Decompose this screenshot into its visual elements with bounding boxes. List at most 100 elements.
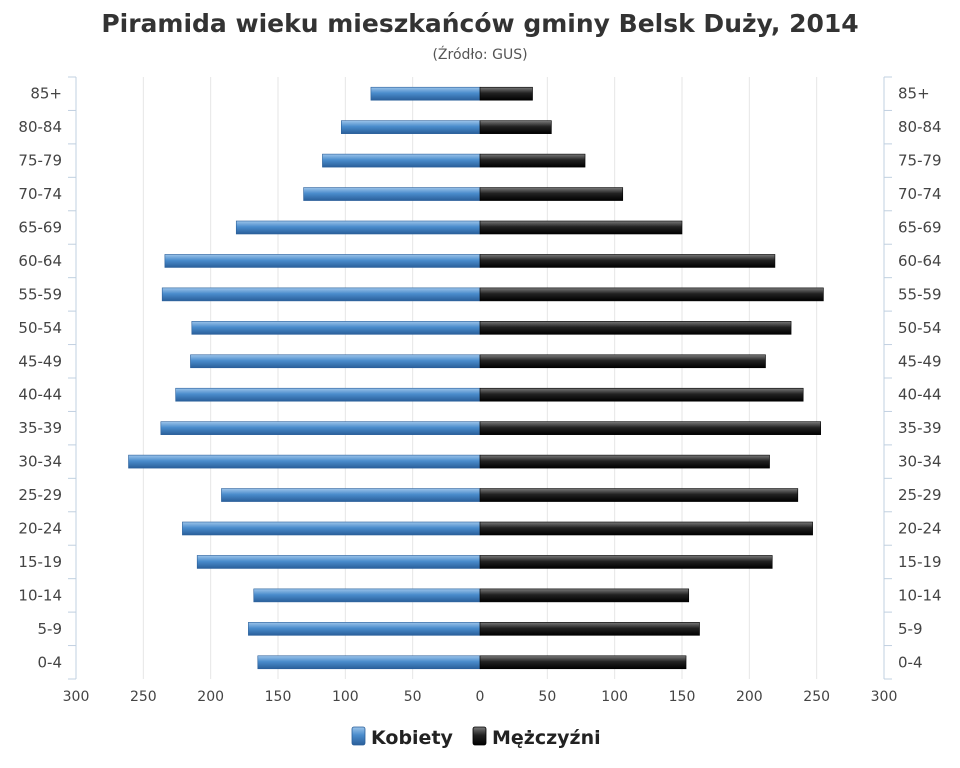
- x-tick-label: 200: [197, 689, 224, 705]
- bar-kobiety[interactable]: [128, 454, 481, 469]
- category-label-right: 45-49: [898, 352, 942, 370]
- bar-mezczyzni[interactable]: [479, 622, 700, 636]
- bar-mezczyzni[interactable]: [479, 588, 690, 603]
- bar-kobiety[interactable]: [191, 321, 481, 335]
- x-tick-label: 250: [803, 689, 830, 705]
- bar-mezczyzni[interactable]: [479, 153, 586, 168]
- bar-kobiety[interactable]: [235, 220, 481, 235]
- bar-mezczyzni[interactable]: [479, 120, 552, 134]
- bar-mezczyzni[interactable]: [479, 488, 799, 502]
- x-tick-label: 50: [538, 689, 556, 705]
- category-label-right: 65-69: [898, 219, 942, 237]
- category-label-left: 60-64: [18, 252, 62, 270]
- category-label-left: 65-69: [18, 219, 62, 237]
- x-tick-label: 100: [601, 689, 628, 705]
- x-tick-label: 100: [332, 689, 359, 705]
- bar-kobiety[interactable]: [190, 354, 481, 369]
- legend-swatch-mezczyzni: [472, 726, 487, 746]
- category-label-right: 15-19: [898, 553, 942, 571]
- bar-mezczyzni[interactable]: [479, 655, 687, 670]
- category-label-left: 75-79: [18, 152, 62, 170]
- bar-mezczyzni[interactable]: [479, 454, 770, 469]
- legend-item-kobiety[interactable]: Kobiety: [351, 726, 454, 749]
- category-label-right: 40-44: [898, 386, 942, 404]
- bar-mezczyzni[interactable]: [479, 86, 533, 101]
- bar-mezczyzni[interactable]: [479, 287, 824, 302]
- legend-item-mezczyzni[interactable]: Mężczyźni: [472, 726, 601, 749]
- category-label-right: 35-39: [898, 419, 942, 437]
- x-tick-label: 300: [871, 689, 898, 705]
- bar-mezczyzni[interactable]: [479, 421, 822, 435]
- x-tick-label: 200: [736, 689, 763, 705]
- category-label-left: 30-34: [18, 453, 62, 471]
- bar-mezczyzni[interactable]: [479, 387, 804, 402]
- bar-kobiety[interactable]: [175, 387, 481, 402]
- legend: Kobiety Mężczyźni: [351, 726, 601, 749]
- bar-mezczyzni[interactable]: [479, 220, 683, 235]
- category-label-left: 35-39: [18, 419, 62, 437]
- bar-mezczyzni[interactable]: [479, 555, 773, 569]
- category-label-right: 70-74: [898, 185, 942, 203]
- bar-kobiety[interactable]: [164, 254, 481, 268]
- legend-swatch-kobiety: [351, 726, 366, 746]
- chart-title: Piramida wieku mieszkańców gminy Belsk D…: [101, 9, 858, 38]
- category-label-left: 50-54: [18, 319, 62, 337]
- category-label-left: 70-74: [18, 185, 62, 203]
- legend-label-kobiety: Kobiety: [371, 727, 454, 749]
- bar-mezczyzni[interactable]: [479, 321, 792, 335]
- bar-kobiety[interactable]: [161, 287, 481, 302]
- bar-kobiety[interactable]: [322, 153, 481, 168]
- bar-mezczyzni[interactable]: [479, 187, 624, 201]
- bar-kobiety[interactable]: [196, 555, 481, 569]
- x-tick-label: 0: [476, 689, 485, 705]
- bar-kobiety[interactable]: [160, 421, 481, 435]
- category-label-right: 85+: [898, 85, 930, 103]
- category-label-left: 80-84: [18, 118, 62, 136]
- category-label-right: 55-59: [898, 285, 942, 303]
- category-label-right: 5-9: [898, 620, 923, 638]
- category-label-left: 15-19: [18, 553, 62, 571]
- bar-kobiety[interactable]: [248, 622, 481, 636]
- bar-mezczyzni[interactable]: [479, 521, 813, 536]
- bar-mezczyzni[interactable]: [479, 254, 776, 268]
- bar-mezczyzni[interactable]: [479, 354, 766, 369]
- category-label-right: 10-14: [898, 586, 942, 604]
- bar-kobiety[interactable]: [221, 488, 481, 502]
- x-tick-label: 300: [63, 689, 90, 705]
- bar-kobiety[interactable]: [257, 655, 481, 670]
- bar-kobiety[interactable]: [340, 120, 481, 134]
- category-label-right: 0-4: [898, 653, 923, 671]
- bars: [128, 86, 824, 670]
- category-label-left: 55-59: [18, 285, 62, 303]
- x-tick-label: 150: [669, 689, 696, 705]
- category-label-left: 25-29: [18, 486, 62, 504]
- category-label-right: 20-24: [898, 520, 942, 538]
- category-labels: 0-4 0-4 5-9 5-9 10-14 10-14 15-19 15-19 20-24 20-…: [18, 85, 941, 672]
- bar-kobiety[interactable]: [370, 86, 481, 101]
- category-label-right: 25-29: [898, 486, 942, 504]
- category-label-right: 60-64: [898, 252, 942, 270]
- category-label-left: 10-14: [18, 586, 62, 604]
- chart-subtitle: (Źródło: GUS): [432, 45, 527, 63]
- bar-kobiety[interactable]: [253, 588, 481, 603]
- category-label-left: 5-9: [38, 620, 63, 638]
- bar-kobiety[interactable]: [182, 521, 481, 536]
- x-tick-label: 150: [265, 689, 292, 705]
- category-label-left: 40-44: [18, 386, 62, 404]
- x-tick-label: 250: [130, 689, 157, 705]
- category-label-left: 0-4: [38, 653, 63, 671]
- axes: 300 250 200 150 100 50 0 50 100 150 200 250 300: [63, 76, 898, 705]
- category-label-right: 50-54: [898, 319, 942, 337]
- category-label-right: 80-84: [898, 118, 942, 136]
- category-label-right: 75-79: [898, 152, 942, 170]
- grid: [142, 77, 818, 679]
- category-label-left: 45-49: [18, 352, 62, 370]
- category-label-right: 30-34: [898, 453, 942, 471]
- x-tick-label: 50: [404, 689, 422, 705]
- legend-label-mezczyzni: Mężczyźni: [492, 727, 601, 749]
- category-label-left: 85+: [30, 85, 62, 103]
- bar-kobiety[interactable]: [303, 187, 481, 201]
- category-label-left: 20-24: [18, 520, 62, 538]
